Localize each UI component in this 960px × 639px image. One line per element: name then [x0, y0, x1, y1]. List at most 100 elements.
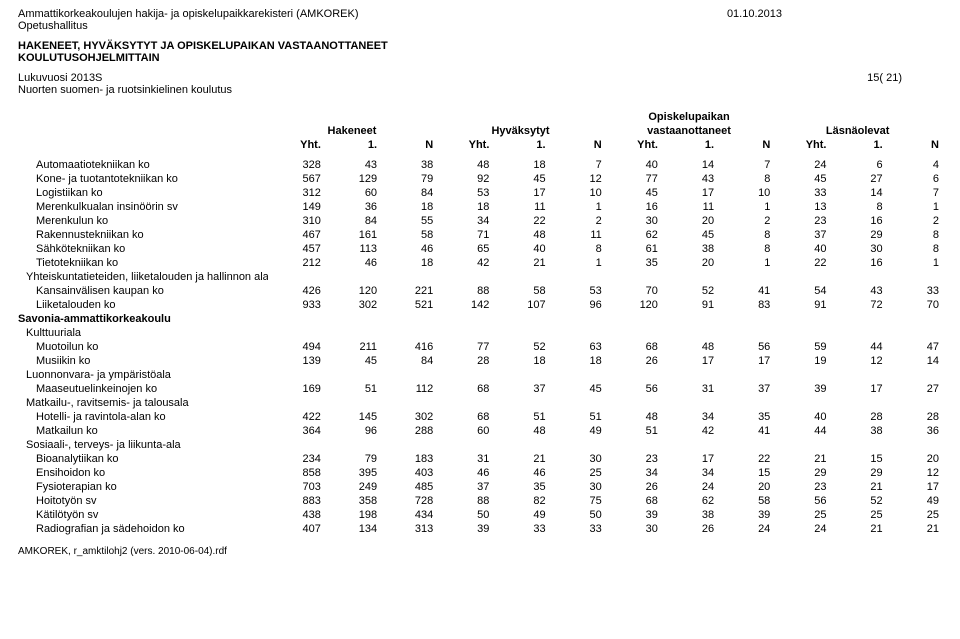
cell: 7 [549, 158, 605, 172]
cell: 25 [773, 508, 829, 522]
cell: 26 [661, 522, 717, 536]
colhead: 1. [829, 138, 885, 152]
table-row: Savonia-ammattikorkeakoulu [18, 312, 942, 326]
cell: 45 [549, 382, 605, 396]
row-label: Rakennustekniikan ko [18, 228, 268, 242]
cell: 17 [661, 186, 717, 200]
cell: 33 [492, 522, 548, 536]
cell: 60 [436, 424, 492, 438]
cell: 29 [829, 228, 885, 242]
cell: 8 [717, 242, 773, 256]
cell: 728 [380, 494, 436, 508]
cell: 18 [492, 354, 548, 368]
cell: 37 [492, 382, 548, 396]
cell: 211 [324, 340, 380, 354]
cell: 2 [717, 214, 773, 228]
cell: 35 [605, 256, 661, 270]
row-label: Hoitotyön sv [18, 494, 268, 508]
row-label: Liiketalouden ko [18, 298, 268, 312]
cell: 54 [773, 284, 829, 298]
table-row: Rakennustekniikan ko46716158714811624583… [18, 228, 942, 242]
cell: 20 [717, 480, 773, 494]
row-label: Kulttuuriala [18, 326, 268, 340]
cell: 19 [773, 354, 829, 368]
cell: 145 [324, 410, 380, 424]
cell: 7 [717, 158, 773, 172]
cell: 288 [380, 424, 436, 438]
table-row: Tietotekniikan ko2124618422113520122161 [18, 256, 942, 270]
colhead: Yht. [605, 138, 661, 152]
cell: 48 [492, 228, 548, 242]
cell: 40 [492, 242, 548, 256]
cell: 30 [829, 242, 885, 256]
cell: 42 [436, 256, 492, 270]
row-label: Sähkötekniikan ko [18, 242, 268, 256]
cell: 30 [549, 480, 605, 494]
cell: 17 [829, 382, 885, 396]
cell: 24 [717, 522, 773, 536]
cell: 28 [886, 410, 942, 424]
registry-title: Ammattikorkeakoulujen hakija- ja opiskel… [18, 8, 942, 20]
cell: 43 [829, 284, 885, 298]
col-group-hyvaksytyt: Hyväksytyt [436, 124, 605, 138]
table-row: Logistiikan ko312608453171045171033147 [18, 186, 942, 200]
cell: 92 [436, 172, 492, 186]
cell: 221 [380, 284, 436, 298]
cell: 1 [549, 256, 605, 270]
cell: 63 [549, 340, 605, 354]
cell: 48 [492, 424, 548, 438]
cell: 328 [268, 158, 324, 172]
cell: 84 [324, 214, 380, 228]
cell: 50 [549, 508, 605, 522]
cell: 22 [492, 214, 548, 228]
cell: 39 [717, 508, 773, 522]
cell: 68 [605, 494, 661, 508]
cell: 47 [886, 340, 942, 354]
cell: 183 [380, 452, 436, 466]
cell: 6 [886, 172, 942, 186]
cell: 883 [268, 494, 324, 508]
cell: 77 [436, 340, 492, 354]
row-label: Maaseutuelinkeinojen ko [18, 382, 268, 396]
cell: 16 [829, 214, 885, 228]
cell: 38 [661, 508, 717, 522]
cell: 7 [886, 186, 942, 200]
table-row: Kone- ja tuotantotekniikan ko56712979924… [18, 172, 942, 186]
cell: 72 [829, 298, 885, 312]
cell: 434 [380, 508, 436, 522]
table-row: Muotoilun ko494211416775263684856594447 [18, 340, 942, 354]
cell: 77 [605, 172, 661, 186]
cell: 22 [717, 452, 773, 466]
cell: 17 [886, 480, 942, 494]
table-row: Luonnonvara- ja ympäristöala [18, 368, 942, 382]
cell: 68 [605, 340, 661, 354]
cell: 52 [661, 284, 717, 298]
cell: 70 [886, 298, 942, 312]
cell: 35 [492, 480, 548, 494]
cell: 21 [829, 522, 885, 536]
cell: 10 [549, 186, 605, 200]
cell: 23 [773, 214, 829, 228]
table-row: Automaatiotekniikan ko328433848187401472… [18, 158, 942, 172]
cell: 15 [829, 452, 885, 466]
cell: 703 [268, 480, 324, 494]
cell: 31 [436, 452, 492, 466]
cell: 15 [717, 466, 773, 480]
row-label: Yhteiskuntatieteiden, liiketalouden ja h… [18, 270, 268, 284]
cell: 51 [605, 424, 661, 438]
cell: 8 [717, 228, 773, 242]
cell: 521 [380, 298, 436, 312]
cell: 46 [436, 466, 492, 480]
cell: 16 [829, 256, 885, 270]
cell: 395 [324, 466, 380, 480]
cell: 58 [492, 284, 548, 298]
cell: 24 [773, 158, 829, 172]
row-label: Hotelli- ja ravintola-alan ko [18, 410, 268, 424]
table-body: Automaatiotekniikan ko328433848187401472… [18, 158, 942, 536]
row-label: Kansainvälisen kaupan ko [18, 284, 268, 298]
cell: 96 [549, 298, 605, 312]
cell: 31 [661, 382, 717, 396]
cell: 71 [436, 228, 492, 242]
cell: 41 [717, 424, 773, 438]
cell: 62 [661, 494, 717, 508]
